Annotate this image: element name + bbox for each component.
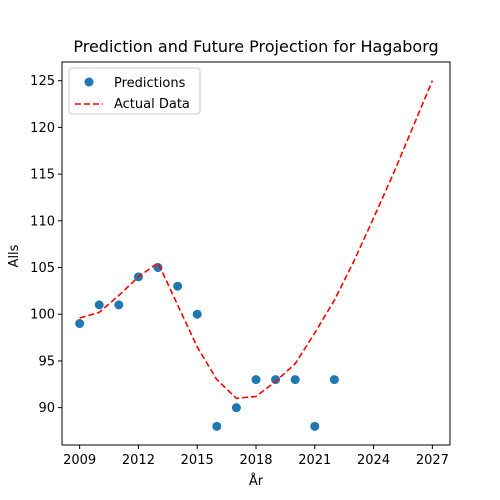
data-point	[231, 403, 241, 413]
series-predictions	[75, 263, 339, 431]
data-point	[329, 375, 339, 385]
data-point	[212, 421, 222, 431]
legend-box	[68, 67, 201, 115]
x-tick-label: 2027	[416, 453, 449, 468]
data-point	[310, 421, 320, 431]
x-tick-label: 2018	[239, 453, 272, 468]
data-point	[114, 300, 124, 310]
data-point	[192, 309, 202, 319]
x-tick-label: 2024	[357, 453, 390, 468]
legend-item: Actual Data	[75, 97, 190, 112]
data-point	[290, 375, 300, 385]
y-axis-title: Alls	[7, 244, 22, 267]
data-point	[173, 281, 183, 291]
legend: Predictions Actual Data	[68, 67, 201, 115]
legend-label: Predictions	[114, 76, 186, 91]
plot-area: 2009 2012 2015 2018 2021 2024 2027 90 95 100 105 11…	[30, 61, 451, 468]
y-tick-label: 105	[30, 261, 55, 276]
x-tick-label: 2009	[63, 453, 96, 468]
series-line	[79, 80, 434, 400]
data-point	[75, 319, 85, 329]
data-point	[251, 375, 261, 385]
data-point	[94, 300, 104, 310]
y-tick-label: 100	[30, 308, 55, 323]
y-tick-label: 110	[30, 214, 55, 229]
x-tick-label: 2012	[122, 453, 155, 468]
y-tick-label: 115	[30, 168, 55, 183]
legend-item: Predictions	[84, 76, 186, 91]
legend-label: Actual Data	[114, 97, 190, 112]
series-actual-data	[79, 80, 434, 400]
chart-title: Prediction and Future Projection for Hag…	[73, 37, 438, 56]
x-tick-label: 2021	[298, 453, 331, 468]
y-tick-label: 120	[30, 121, 55, 136]
y-tick-label: 95	[38, 354, 55, 369]
x-tick-label: 2015	[181, 453, 214, 468]
legend-marker-swatch	[84, 77, 94, 87]
y-tick-label: 125	[30, 74, 55, 89]
data-point	[271, 375, 281, 385]
y-tick-label: 90	[38, 401, 55, 416]
x-axis-title: År	[249, 473, 264, 489]
